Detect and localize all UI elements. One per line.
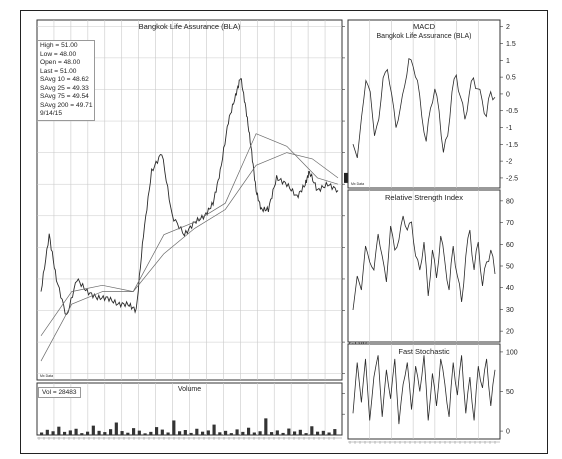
rsi-panel xyxy=(347,189,501,343)
macd-axis-tick-label: 2 xyxy=(506,24,510,31)
macd-subtitle: Bangkok Life Assurance (BLA) xyxy=(377,33,472,40)
stochastic-axis-tick-label: 100 xyxy=(506,349,518,356)
rsi-axis-tick-label: 80 xyxy=(506,198,514,205)
volume-bar xyxy=(281,432,285,435)
volume-bar xyxy=(327,432,331,435)
rsi-axis-tick-label: 50 xyxy=(506,264,514,271)
price-chart-title: Bangkok Life Assurance (BLA) xyxy=(139,22,241,31)
macd-axis-tick-label: 1 xyxy=(506,58,510,65)
stochastic-axis-tick-label: 0 xyxy=(506,429,510,436)
rsi-axis-tick-label: 30 xyxy=(506,307,514,314)
volume-bar xyxy=(63,431,67,435)
volume-bar xyxy=(298,429,302,435)
volume-bar xyxy=(45,429,49,435)
macd-axis-tick-label: 0.5 xyxy=(506,75,516,82)
volume-bar xyxy=(218,432,222,435)
moving-average-line xyxy=(40,133,339,336)
rsi-title: Relative Strength Index xyxy=(385,193,463,202)
volume-bar xyxy=(68,430,72,435)
volume-bar xyxy=(178,431,182,435)
volume-bar xyxy=(126,432,130,435)
rsi-axis-tick-label: 70 xyxy=(506,220,514,227)
volume-bar xyxy=(333,429,337,435)
volume-bar xyxy=(195,428,199,435)
stochastic-title: Fast Stochastic xyxy=(398,347,450,356)
volume-bar xyxy=(132,428,136,435)
volume-bar xyxy=(310,426,314,435)
macd-axis-tick-label: -2 xyxy=(506,159,512,166)
macd-axis-tick-label: -2.5 xyxy=(506,175,518,182)
macd-axis-tick-label: -0.5 xyxy=(506,108,518,115)
price-source-mark: Mx Data xyxy=(40,374,53,378)
price-legend: High = 51.00 Low = 48.00 Open = 48.00 La… xyxy=(37,40,95,121)
volume-bar xyxy=(160,429,164,435)
volume-bar xyxy=(316,431,320,435)
legend-last: Last = 51.00 xyxy=(40,67,77,75)
volume-bar xyxy=(293,431,297,435)
volume-bar xyxy=(304,433,308,435)
volume-bar xyxy=(166,432,170,435)
legend-savg75: SAvg 75 = 49.54 xyxy=(40,93,89,100)
volume-bar xyxy=(109,429,113,435)
volume-bar xyxy=(80,433,84,435)
volume-bar xyxy=(103,432,107,435)
volume-bar xyxy=(143,433,147,435)
stochastic-series-line xyxy=(352,355,496,425)
volume-bar xyxy=(235,429,239,435)
volume-bar xyxy=(114,422,118,435)
rsi-axis-tick-label: 20 xyxy=(506,329,514,336)
macd-source-mark: Mx Data xyxy=(351,182,364,186)
macd-title: MACD xyxy=(413,22,436,31)
volume-bar xyxy=(74,428,78,435)
stochastic-axis-tick-label: 50 xyxy=(506,389,514,396)
rsi-axis-tick-label: 60 xyxy=(506,242,514,249)
volume-bar xyxy=(40,432,44,435)
volume-bar xyxy=(183,430,187,435)
volume-bar xyxy=(270,432,274,435)
legend-savg25: SAvg 25 = 49.33 xyxy=(40,84,89,92)
macd-axis-tick-label: 0 xyxy=(506,91,510,98)
volume-bar xyxy=(51,431,55,435)
volume-bar xyxy=(258,431,262,435)
volume-bar xyxy=(264,418,268,435)
volume-bar xyxy=(201,431,205,435)
volume-bar xyxy=(224,430,228,435)
legend-open: Open = 48.00 xyxy=(40,59,81,66)
volume-bar xyxy=(57,426,61,435)
macd-series-line xyxy=(352,57,496,159)
volume-bar xyxy=(247,427,251,435)
volume-bar xyxy=(287,428,291,435)
volume-bar xyxy=(229,433,233,435)
volume-bar xyxy=(137,430,141,435)
rsi-series-line xyxy=(352,215,496,311)
volume-readout: Vol = 28483 xyxy=(38,387,81,398)
volume-bar xyxy=(321,430,325,435)
volume-bar xyxy=(206,430,210,435)
macd-axis-tick-label: 1.5 xyxy=(506,41,516,48)
volume-title: Volume xyxy=(178,386,201,393)
volume-bar xyxy=(275,430,279,435)
volume-bar xyxy=(91,425,95,435)
volume-bar xyxy=(86,431,90,435)
legend-low: Low = 48.00 xyxy=(40,50,77,58)
volume-bar xyxy=(155,427,159,435)
volume-bar xyxy=(172,420,176,435)
volume-bar xyxy=(241,431,245,435)
volume-bar xyxy=(97,430,101,435)
legend-savg10: SAvg 10 = 48.62 xyxy=(40,76,89,83)
legend-savg200: SAvg 200 = 49.71 xyxy=(40,101,93,109)
price-series-line xyxy=(40,78,339,315)
macd-axis-tick-label: -1 xyxy=(506,125,512,132)
volume-bar xyxy=(149,431,153,435)
volume-bar xyxy=(252,432,256,435)
macd-axis-tick-label: -1.5 xyxy=(506,142,518,149)
volume-bar xyxy=(212,424,216,435)
legend-date: 9/14/15 xyxy=(40,110,62,117)
volume-bar xyxy=(120,431,124,435)
volume-bar xyxy=(189,432,193,435)
legend-high: High = 51.00 xyxy=(40,42,78,49)
rsi-axis-tick-label: 40 xyxy=(506,285,514,292)
macd-panel xyxy=(347,19,501,189)
